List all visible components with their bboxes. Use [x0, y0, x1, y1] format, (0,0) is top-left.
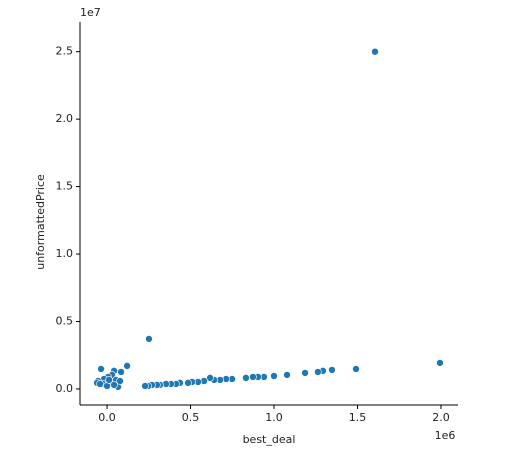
point: [283, 371, 291, 379]
point: [436, 359, 444, 367]
x-tick-label: 0.0: [98, 411, 116, 424]
point: [301, 369, 309, 377]
point: [117, 368, 125, 376]
point: [352, 365, 360, 373]
x-tick-label: 1.5: [349, 411, 367, 424]
x-tick-label: 2.0: [432, 411, 450, 424]
x-tick-label: 1.0: [265, 411, 283, 424]
y-tick-label: 2.5: [56, 45, 74, 58]
y-tick-label: 2.0: [56, 112, 74, 125]
point: [270, 372, 278, 380]
y-tick-label: 1.5: [56, 180, 74, 193]
x-offset-label: 1e6: [435, 429, 456, 442]
y-axis-label: unformattedPrice: [34, 174, 47, 270]
point: [249, 373, 257, 381]
y-offset-label: 1e7: [80, 6, 101, 19]
point: [116, 377, 124, 385]
point: [123, 362, 131, 370]
point: [97, 365, 105, 373]
y-tick-label: 0.0: [56, 382, 74, 395]
point: [105, 376, 113, 384]
point: [371, 47, 379, 56]
point: [328, 366, 336, 374]
y-tick-label: 0.5: [56, 314, 74, 327]
point: [242, 374, 250, 382]
point: [141, 382, 149, 390]
point: [206, 374, 214, 382]
point: [145, 335, 153, 343]
point: [314, 368, 322, 376]
x-axis-label: best_deal: [243, 433, 296, 446]
point: [96, 380, 104, 388]
point: [184, 379, 192, 387]
x-tick-label: 0.5: [182, 411, 200, 424]
y-tick-label: 1.0: [56, 247, 74, 260]
